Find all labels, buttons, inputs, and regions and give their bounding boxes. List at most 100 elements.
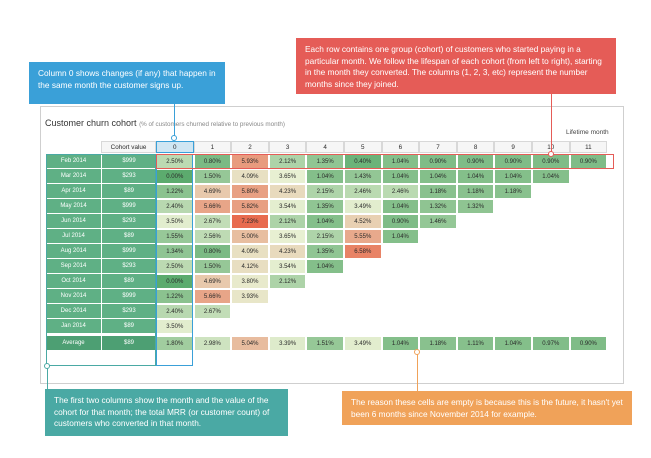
column-header-8: 8 — [456, 141, 495, 153]
cohort-cell: 5.66% — [193, 289, 232, 304]
column-header-0: 0 — [156, 141, 194, 153]
cohort-cell: 3.49% — [344, 199, 382, 214]
cohort-cell: 1.04% — [306, 169, 344, 184]
average-cell: 3.49% — [344, 336, 382, 351]
row-label: Apr 2014 — [46, 184, 101, 199]
average-cell: 3.39% — [268, 336, 307, 351]
cohort-cell: 4.09% — [231, 244, 269, 259]
average-cell: 1.04% — [381, 336, 420, 351]
cohort-cell: 5.55% — [344, 229, 382, 244]
first-columns-highlight — [46, 154, 156, 366]
row-label: Aug 2014 — [46, 244, 101, 259]
average-cell: 0.97% — [532, 336, 570, 351]
cohort-cell: 5.66% — [193, 199, 232, 214]
cohort-cell: 3.50% — [156, 319, 194, 334]
row-label: Nov 2014 — [46, 289, 101, 304]
connector-blue-dot — [171, 135, 177, 141]
cohort-cell: 1.04% — [306, 259, 344, 274]
row-value: $89 — [101, 184, 156, 199]
row-label: Oct 2014 — [46, 274, 101, 289]
cohort-cell: 4.52% — [344, 214, 382, 229]
cohort-cell: 3.65% — [268, 229, 307, 244]
row-label: Jul 2014 — [46, 229, 101, 244]
cohort-cell: 4.09% — [231, 169, 269, 184]
cohort-cell: 1.32% — [456, 199, 495, 214]
cohort-cell: 1.04% — [306, 214, 344, 229]
callout-empty-cells: The reason these cells are empty is beca… — [342, 391, 632, 425]
average-cell: 5.04% — [231, 336, 269, 351]
row-value: $293 — [101, 259, 156, 274]
cohort-cell: 3.93% — [231, 289, 269, 304]
average-cell: 1.04% — [494, 336, 532, 351]
cohort-cell: 2.12% — [268, 274, 307, 289]
cohort-cell: 4.69% — [193, 274, 232, 289]
row-value: $999 — [101, 199, 156, 214]
cohort-cell: 4.12% — [231, 259, 269, 274]
row-value: $293 — [101, 169, 156, 184]
column-header-7: 7 — [419, 141, 457, 153]
row-label: Mar 2014 — [46, 169, 101, 184]
cohort-cell: 3.54% — [268, 259, 307, 274]
cohort-cell: 6.58% — [344, 244, 382, 259]
cohort-cell: 2.40% — [156, 304, 194, 319]
cohort-cell: 1.18% — [494, 184, 532, 199]
cohort-cell: 1.04% — [456, 169, 495, 184]
row-value: $999 — [101, 289, 156, 304]
cohort-cell: 2.46% — [381, 184, 420, 199]
average-cell: 2.98% — [193, 336, 232, 351]
cohort-cell: 1.04% — [419, 169, 457, 184]
callout-column-zero: Column 0 shows changes (if any) that hap… — [29, 62, 225, 104]
column-header-4: 4 — [306, 141, 344, 153]
connector-teal-dot — [44, 363, 50, 369]
cohort-cell: 1.04% — [381, 199, 420, 214]
cohort-cell: 7.23% — [231, 214, 269, 229]
cohort-cell: 2.67% — [193, 214, 232, 229]
row-label: May 2014 — [46, 199, 101, 214]
cohort-cell: 0.80% — [193, 244, 232, 259]
cohort-cell: 4.23% — [268, 184, 307, 199]
panel-title: Customer churn cohort (% of customers ch… — [45, 118, 285, 128]
cohort-cell: 1.50% — [193, 259, 232, 274]
connector-red-dot — [548, 151, 554, 157]
column-header-2: 2 — [231, 141, 269, 153]
cohort-cell: 1.18% — [456, 184, 495, 199]
cohort-cell: 5.00% — [231, 229, 269, 244]
cohort-cell: 2.15% — [306, 229, 344, 244]
cohort-cell: 2.40% — [156, 199, 194, 214]
row-value: $293 — [101, 214, 156, 229]
cohort-cell: 3.54% — [268, 199, 307, 214]
cohort-cell: 1.55% — [156, 229, 194, 244]
column-zero-highlight — [156, 154, 193, 366]
cohort-cell: 2.12% — [268, 214, 307, 229]
connector-teal — [47, 366, 48, 389]
row-value: $89 — [101, 319, 156, 334]
first-row-highlight — [156, 154, 614, 169]
cohort-cell: 1.43% — [344, 169, 382, 184]
average-value: $89 — [101, 336, 156, 351]
cohort-cell: 1.04% — [381, 229, 420, 244]
average-cell: 0.90% — [569, 336, 608, 351]
cohort-cell: 4.69% — [193, 184, 232, 199]
row-label: Dec 2014 — [46, 304, 101, 319]
cohort-cell: 1.50% — [193, 169, 232, 184]
row-label: Feb 2014 — [46, 154, 101, 169]
cohort-cell: 1.04% — [494, 169, 532, 184]
cohort-cell: 1.46% — [419, 214, 457, 229]
cohort-cell: 2.50% — [156, 259, 194, 274]
column-header-5: 5 — [344, 141, 382, 153]
connector-red — [551, 94, 552, 154]
connector-blue — [174, 104, 175, 138]
column-header-9: 9 — [494, 141, 532, 153]
cohort-cell: 1.32% — [419, 199, 457, 214]
cohort-cell: 2.56% — [193, 229, 232, 244]
column-header-11: 11 — [569, 141, 608, 153]
row-label: Jun 2014 — [46, 214, 101, 229]
callout-row-cohort: Each row contains one group (cohort) of … — [296, 38, 616, 94]
row-value: $999 — [101, 244, 156, 259]
cohort-cell: 1.04% — [532, 169, 570, 184]
average-cell: 1.51% — [306, 336, 344, 351]
connector-orange-dot — [414, 349, 420, 355]
average-cell: 1.80% — [156, 336, 194, 351]
average-cell: 1.18% — [419, 336, 457, 351]
cohort-cell: 2.15% — [306, 184, 344, 199]
